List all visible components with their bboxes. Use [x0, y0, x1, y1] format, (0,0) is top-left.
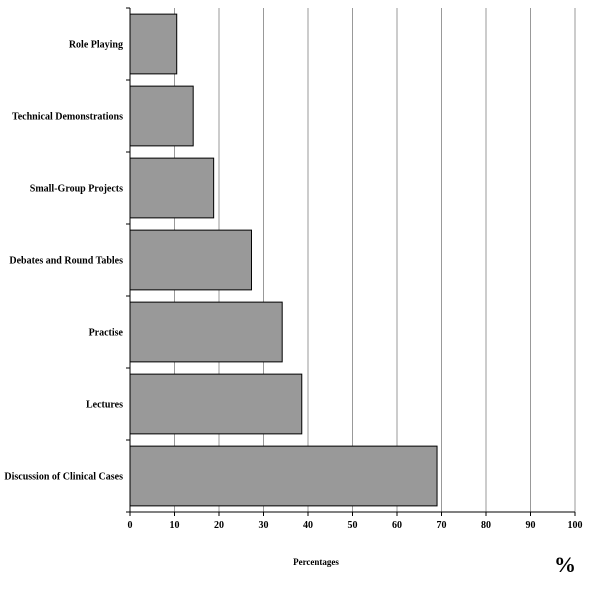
axes — [126, 7, 576, 516]
x-tick-label: 10 — [170, 520, 180, 531]
x-tick-label: 90 — [526, 520, 536, 531]
bar-discussion-of-clinical-cases — [129, 445, 438, 507]
x-tick-label: 60 — [392, 520, 402, 531]
bars — [129, 13, 438, 507]
x-tick-label: 40 — [303, 520, 313, 531]
percent-unit-mark: % — [554, 552, 576, 577]
bar-practise — [129, 301, 283, 363]
gridlines — [174, 8, 576, 512]
category-label: Technical Demonstrations — [12, 112, 123, 123]
x-tick-label: 70 — [437, 520, 447, 531]
x-tick-label: 0 — [128, 520, 133, 531]
x-tick-label: 100 — [568, 520, 583, 531]
x-tick-label: 80 — [481, 520, 491, 531]
x-tick-label: 50 — [348, 520, 358, 531]
bar-technical-demonstrations — [129, 85, 194, 147]
tick-labels: 0 10 20 30 40 50 60 70 80 90 100 — [128, 520, 583, 531]
x-tick-label: 20 — [214, 520, 224, 531]
category-label: Lectures — [86, 400, 123, 411]
category-label: Debates and Round Tables — [9, 256, 123, 267]
category-label: Discussion of Clinical Cases — [4, 472, 123, 483]
x-axis-title: Percentages — [293, 557, 339, 567]
bar-small-group-projects — [129, 157, 215, 219]
category-label: Small-Group Projects — [30, 184, 123, 195]
bar-role-playing — [129, 13, 178, 75]
bar-debates-and-round-tables — [129, 229, 252, 291]
x-tick-label: 30 — [259, 520, 269, 531]
category-labels: Role Playing Technical Demonstrations Smal… — [4, 40, 123, 483]
category-label: Practise — [89, 328, 124, 339]
bar-lectures — [129, 373, 303, 435]
category-label: Role Playing — [69, 40, 123, 51]
